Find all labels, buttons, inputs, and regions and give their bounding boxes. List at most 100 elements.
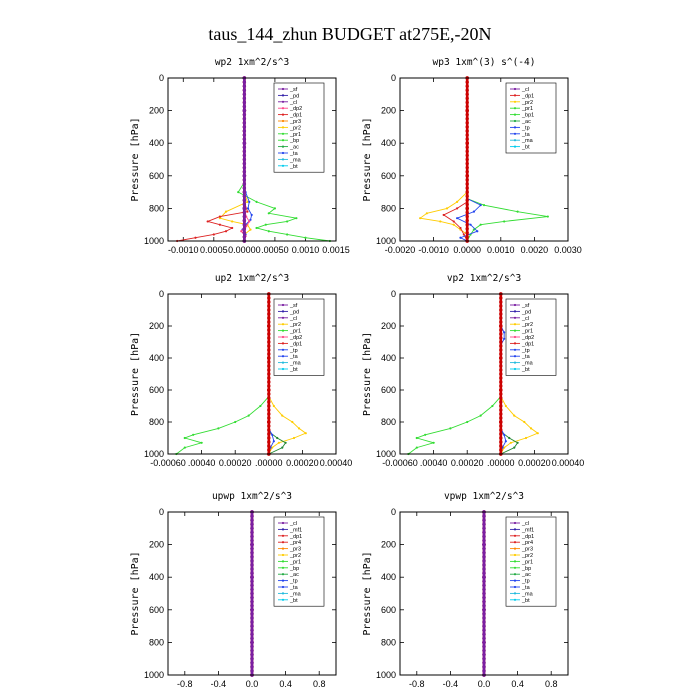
series-marker-cl [482, 661, 486, 665]
series-marker-bt [499, 320, 503, 324]
series-point-pr1 [479, 223, 482, 226]
series-marker-bt [499, 400, 503, 404]
series-marker-cl [242, 223, 247, 227]
legend-label: _pr2 [289, 125, 301, 131]
legend-marker [513, 335, 517, 339]
series-marker-cl [242, 190, 247, 194]
series-marker-cl [482, 665, 486, 669]
series-point-dp1 [452, 220, 455, 223]
x-tick-label: -0.00060 [150, 458, 186, 468]
series-marker-cl [242, 100, 247, 105]
x-tick-label: 0.0010 [487, 245, 515, 255]
series-marker-bt [499, 312, 503, 316]
legend-marker [281, 119, 285, 123]
legend-label: _bt [289, 598, 298, 604]
x-tick-label: 0.4 [279, 679, 292, 689]
series-marker-cl [242, 108, 247, 113]
series-marker-cl [242, 80, 247, 84]
series-point-pr1 [546, 215, 549, 218]
panel-title: wp2 1xm^2/s^3 [215, 57, 289, 68]
series-marker-bt [267, 308, 271, 312]
series-marker-cl [482, 571, 486, 575]
series-marker-bt [267, 380, 271, 384]
series-marker-bt [267, 424, 271, 428]
panel-vp2: vp2 1xm^2/s^3 Pressure [hPa] 0 200 400 600 800… [362, 273, 584, 468]
series-point-pr1 [267, 212, 270, 215]
y-tick-label: 1000 [144, 670, 164, 680]
legend-label: _pr2 [289, 553, 301, 559]
series-marker-bt [465, 141, 469, 145]
legend-marker [513, 342, 517, 345]
legend-label: _pr1 [521, 106, 533, 112]
legend-marker [513, 145, 517, 148]
legend-marker [281, 107, 285, 110]
y-tick-label: 600 [381, 171, 396, 181]
legend-marker [513, 119, 517, 123]
series-marker-cl [250, 657, 254, 661]
legend-label: _ta [521, 132, 531, 138]
series-marker-cl [482, 522, 486, 526]
series-point-ta [459, 236, 462, 239]
y-tick-label: 600 [381, 385, 396, 395]
x-tick-label: 0.4 [511, 679, 524, 689]
legend-marker [281, 94, 285, 97]
legend-marker [513, 132, 517, 135]
series-marker-bt [499, 304, 503, 308]
legend-marker [281, 598, 285, 601]
series-point-ta [469, 223, 472, 226]
series-point-dp1 [218, 215, 222, 218]
series-point-pr1 [183, 436, 186, 440]
y-tick-label: 0 [159, 73, 164, 83]
y-tick-label: 200 [149, 106, 164, 116]
series-marker-cl [242, 141, 247, 145]
series-point-pr1 [415, 446, 418, 449]
series-point-pr1 [237, 191, 240, 194]
series-point-dp1 [231, 226, 234, 230]
series-point-ta [479, 204, 482, 207]
series-marker-bt [267, 432, 271, 436]
panel-title: upwp 1xm^2/s^3 [212, 491, 292, 502]
series-marker-cl [482, 652, 486, 657]
series-marker-cl [250, 538, 254, 543]
legend-marker [281, 303, 285, 307]
series-marker-cl [250, 644, 254, 649]
legend-label: _pr1 [521, 559, 533, 565]
series-marker-cl [482, 551, 486, 555]
legend-label: _bt [289, 367, 298, 373]
series-marker-bt [267, 356, 271, 360]
series-marker-bt [499, 372, 503, 376]
series-marker-cl [250, 575, 254, 579]
series-point-ta [250, 213, 253, 217]
series-point-dp1 [224, 230, 228, 233]
series-marker-bt [499, 384, 503, 388]
series-marker-cl [482, 559, 486, 563]
legend-marker [281, 139, 285, 142]
y-tick-label: 1000 [376, 670, 396, 680]
series-point-pr2 [292, 436, 296, 440]
plot-frame [399, 511, 569, 676]
legend-marker [513, 560, 517, 563]
series-marker-bt [465, 194, 469, 198]
legend-marker [513, 94, 517, 97]
legend-marker [513, 534, 517, 537]
series-marker-cl [242, 210, 247, 215]
series-marker-bt [267, 344, 271, 348]
legend-marker [281, 316, 285, 319]
series-point-pr2 [536, 432, 539, 435]
series-marker-bt [465, 214, 469, 219]
legend-label: _pr1 [521, 329, 533, 335]
series-marker-cl [482, 628, 486, 632]
y-tick-label: 400 [149, 353, 164, 363]
series-point-pr1 [267, 230, 270, 233]
series-marker-cl [242, 149, 247, 154]
legend-label: _cl [289, 100, 297, 106]
series-marker-cl [242, 178, 247, 182]
series-point-ta [249, 218, 252, 221]
panel-wp2: wp2 1xm^2/s^3 Pressure [hPa] 0 200 400 600 800… [130, 57, 350, 255]
legend-label: _ma [289, 591, 302, 597]
series-point-pr1 [200, 441, 203, 444]
series-marker-bt [267, 348, 271, 352]
series-marker-bt [465, 231, 469, 235]
series-point-pr2 [425, 212, 428, 215]
legend-marker [281, 100, 285, 103]
